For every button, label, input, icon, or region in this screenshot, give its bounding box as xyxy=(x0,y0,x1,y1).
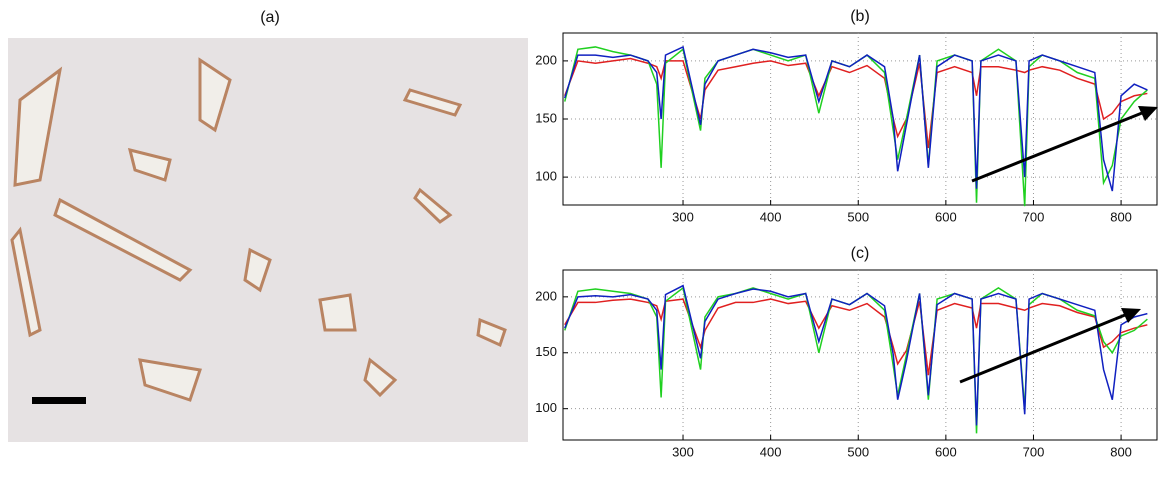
x-tick-label: 300 xyxy=(672,209,694,224)
x-tick-label: 600 xyxy=(935,444,957,459)
y-tick-label: 100 xyxy=(535,169,557,184)
data-line xyxy=(564,45,1148,192)
y-tick-label: 150 xyxy=(535,110,557,125)
y-tick-label: 150 xyxy=(535,344,557,359)
chart-title: (c) xyxy=(851,245,870,262)
x-tick-label: 800 xyxy=(1110,444,1132,459)
histology-image xyxy=(8,38,528,442)
annotation-arrow xyxy=(971,106,1158,183)
y-tick-label: 100 xyxy=(535,400,557,415)
x-tick-label: 700 xyxy=(1023,209,1045,224)
chart-title: (b) xyxy=(850,8,870,25)
data-line xyxy=(564,284,1148,426)
x-tick-label: 400 xyxy=(760,444,782,459)
x-tick-label: 600 xyxy=(935,209,957,224)
x-tick-label: 300 xyxy=(672,444,694,459)
x-tick-label: 800 xyxy=(1110,209,1132,224)
panel-title: (a) xyxy=(260,9,280,26)
annotation-arrow xyxy=(959,308,1141,384)
y-tick-label: 200 xyxy=(535,52,557,67)
x-tick-label: 700 xyxy=(1023,444,1045,459)
plot-area xyxy=(562,269,1158,441)
x-tick-label: 500 xyxy=(847,209,869,224)
y-tick-label: 200 xyxy=(535,288,557,303)
x-tick-label: 400 xyxy=(760,209,782,224)
x-tick-label: 500 xyxy=(847,444,869,459)
